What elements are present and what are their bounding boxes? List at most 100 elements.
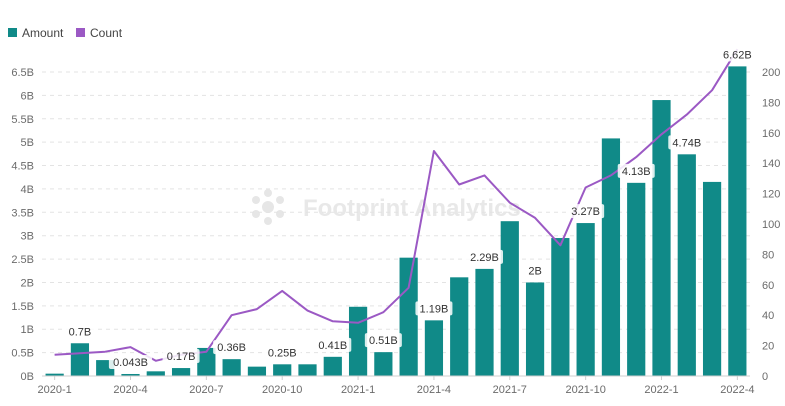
x-tick-label: 2020-10 — [262, 384, 302, 396]
legend-item-amount[interactable]: Amount — [8, 26, 64, 40]
data-label-background — [213, 340, 251, 355]
y-left-tick-label: 5.5B — [11, 114, 34, 126]
y-right-tick-label: 160 — [762, 128, 780, 140]
grid-lines — [42, 71, 750, 354]
data-label-background — [64, 324, 96, 339]
y-left-tick-label: 1B — [21, 324, 34, 336]
data-label-background — [466, 249, 503, 264]
x-tick-label: 2020-7 — [189, 384, 223, 396]
legend-item-count[interactable]: Count — [76, 26, 123, 40]
legend-swatch-count — [76, 28, 85, 37]
data-label: 4.74B — [672, 137, 701, 149]
x-axis: 2020-1 2020-4 2020-7 2020-10 2021-1 2021-4 202… — [38, 375, 754, 396]
y-left-tick-label: 3B — [21, 231, 34, 243]
amount-bar[interactable] — [348, 306, 368, 376]
y-left-tick-label: 3.5B — [11, 207, 34, 219]
amount-bar[interactable] — [652, 100, 671, 377]
y-left-tick-label: 0.5B — [11, 348, 34, 360]
data-label-background — [364, 333, 402, 348]
amount-bar[interactable] — [627, 182, 646, 376]
y-right-tick-label: 0 — [762, 371, 768, 383]
amount-bar[interactable] — [171, 368, 191, 376]
x-tick-label: 2021-10 — [565, 384, 605, 396]
amount-bar[interactable] — [702, 181, 722, 376]
y-left-tick-label: 4.5B — [11, 161, 34, 173]
amount-bar[interactable] — [247, 366, 267, 376]
data-label-background — [718, 47, 756, 62]
data-label-background — [314, 337, 352, 352]
data-label: 0.25B — [268, 347, 297, 359]
y-axis-left: 0B 0.5B 1B 1.5B 2B 2.5B 3B 3.5B 4B 4.5B 5B 5.5B 6B 6.… — [11, 67, 34, 383]
data-label: 2.29B — [470, 252, 499, 264]
data-label: 0.41B — [318, 340, 347, 352]
data-label-background — [415, 301, 453, 316]
amount-bar[interactable] — [424, 320, 444, 376]
amount-bar[interactable] — [677, 154, 696, 376]
data-label-background — [525, 263, 545, 278]
x-tick-label: 2022-1 — [644, 384, 678, 396]
watermark-text: Footprint Analytics — [303, 195, 521, 222]
x-tick-label: 2020-1 — [38, 384, 72, 396]
data-label: 0.043B — [113, 357, 148, 369]
amount-bar[interactable] — [121, 373, 140, 376]
amount-bar[interactable] — [728, 66, 747, 376]
amount-bar[interactable] — [525, 282, 545, 376]
data-label: 0.17B — [167, 351, 196, 363]
y-right-tick-label: 140 — [762, 158, 780, 170]
amount-bar[interactable] — [601, 138, 621, 376]
amount-bar[interactable] — [450, 277, 469, 376]
y-left-tick-label: 2B — [21, 277, 34, 289]
y-right-tick-label: 120 — [762, 189, 780, 201]
amount-bar[interactable] — [374, 352, 393, 376]
amount-bar[interactable] — [197, 347, 216, 376]
y-right-tick-label: 60 — [762, 280, 774, 292]
amount-bar[interactable] — [273, 364, 292, 376]
amount-bar[interactable] — [475, 268, 494, 376]
legend-label-count: Count — [90, 26, 123, 40]
amount-bar[interactable] — [222, 359, 241, 376]
amount-bar[interactable] — [323, 356, 342, 376]
amount-bar[interactable] — [45, 373, 64, 376]
data-labels: 0.7B 0.043B 0.17B 0.36B 0.25B 0.41B 0.51B 1.19B… — [64, 47, 756, 369]
y-left-tick-label: 6.5B — [11, 67, 34, 79]
amount-bar[interactable] — [551, 238, 570, 376]
data-label-background — [668, 135, 706, 150]
data-label: 4.13B — [622, 166, 651, 178]
amount-bar[interactable] — [399, 257, 418, 376]
legend-swatch-amount — [8, 28, 17, 37]
amount-bar[interactable] — [146, 371, 165, 376]
amount-bar[interactable] — [576, 223, 595, 376]
data-label-background — [617, 163, 655, 178]
y-left-tick-label: 5B — [21, 137, 34, 149]
amount-bar[interactable] — [298, 364, 317, 376]
data-label: 2B — [528, 265, 541, 277]
x-tick-label: 2021-4 — [417, 384, 451, 396]
y-left-tick-label: 1.5B — [11, 301, 34, 313]
data-label-background — [567, 204, 605, 219]
y-left-tick-label: 2.5B — [11, 254, 34, 266]
watermark: Footprint Analytics — [252, 189, 521, 225]
y-right-tick-label: 20 — [762, 341, 774, 353]
y-left-tick-label: 0B — [21, 371, 34, 383]
data-label: 3.27B — [571, 206, 600, 218]
legend-label-amount: Amount — [22, 26, 64, 40]
y-right-tick-label: 80 — [762, 249, 774, 261]
data-label: 1.19B — [420, 303, 449, 315]
data-label-background — [108, 354, 153, 369]
data-label: 6.62B — [723, 49, 752, 61]
data-label: 0.36B — [217, 342, 246, 354]
y-right-tick-label: 200 — [762, 67, 780, 79]
y-right-tick-label: 180 — [762, 97, 780, 109]
x-tick-label: 2022-4 — [720, 384, 754, 396]
legend[interactable]: Amount Count — [8, 26, 123, 40]
data-label: 0.51B — [369, 335, 398, 347]
data-label-background — [263, 345, 301, 360]
amount-bar[interactable] — [500, 221, 519, 376]
x-tick-label: 2021-7 — [493, 384, 527, 396]
y-right-tick-label: 40 — [762, 310, 774, 322]
y-left-tick-label: 6B — [21, 90, 34, 102]
watermark-logo-icon — [252, 189, 284, 225]
amount-bar[interactable] — [70, 343, 90, 376]
